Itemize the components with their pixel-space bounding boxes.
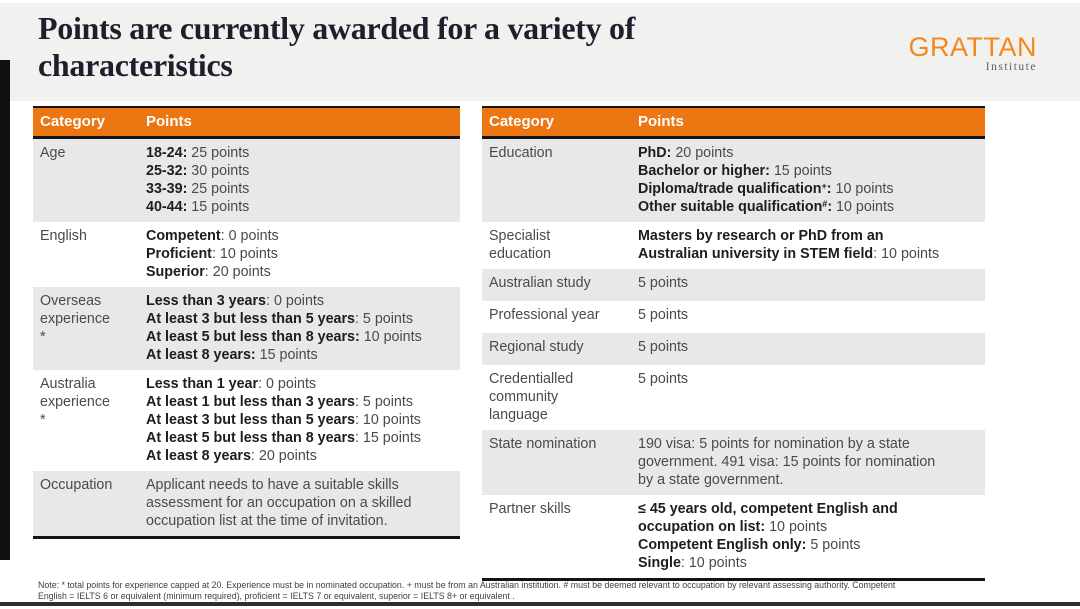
category-cell: Australian study [489,275,591,291]
title-band [0,3,1080,101]
points-table-left: Category Points Age 18-24: 25 points 25-32:… [33,106,460,539]
table-row-australian-study: Australian study 5 points [482,269,985,301]
page-title-line1: Points are currently awarded for a varie… [38,10,636,46]
table-row-credentialled-community-language: Credentialled community language 5 points [482,365,985,430]
points-cell: Masters by research or PhD from an Austra… [638,228,940,262]
table-row-partner-skills: Partner skills ≤ 45 years old, competent … [482,495,985,578]
table-row-australia-experience: Australia experience * Less than 1 year: 0 … [33,370,460,471]
category-cell: Specialist education [489,228,552,262]
points-cell: 18-24: 25 points 25-32: 30 points 33-39: 2… [146,145,250,215]
table-row-specialist-education: Specialist education Masters by research o… [482,222,985,269]
column-header-category: Category [40,113,106,130]
category-cell: Education [489,145,553,161]
category-cell: Occupation [40,477,113,493]
table-header-row: Category Points [33,106,460,139]
logo-wordmark: GRATTAN [908,32,1037,62]
table-row-english: English Competent: 0 points Proficient: 10… [33,222,460,287]
points-table-right: Category Points Education PhD: 20 points Ba… [482,106,985,581]
page-title-line2: characteristics [38,47,233,83]
table-row-education: Education PhD: 20 points Bachelor or highe… [482,139,985,222]
table-row-state-nomination: State nomination 190 visa: 5 points for n… [482,430,985,495]
bottom-edge-line [0,602,1080,606]
category-cell: State nomination [489,436,597,452]
points-cell: 5 points [638,275,689,291]
page-title: Points are currently awarded for a varie… [38,10,635,84]
column-header-points: Points [146,113,192,130]
table-row-regional-study: Regional study 5 points [482,333,985,365]
points-cell: 5 points [638,307,689,323]
category-cell: Partner skills [489,501,571,517]
points-cell: ≤ 45 years old, competent English and occ… [638,501,898,571]
category-cell: English [40,228,87,244]
table-row-professional-year: Professional year 5 points [482,301,985,333]
grattan-logo: GRATTAN Institute [909,33,1038,73]
category-cell: Credentialled community language [489,371,574,423]
footnote-line2: English = IELTS 6 or equivalent (minimum… [38,590,515,601]
table-row-age: Age 18-24: 25 points 25-32: 30 points 33-39… [33,139,460,222]
left-edge-strip [0,60,10,560]
points-cell: PhD: 20 points Bachelor or higher: 15 poi… [638,145,895,215]
category-cell: Age [40,145,66,161]
table-body: Education PhD: 20 points Bachelor or highe… [482,139,985,578]
table-header-row: Category Points [482,106,985,139]
footnote: Note: * total points for experience capp… [38,580,963,601]
points-cell: Less than 3 years: 0 points At least 3 bu… [146,293,422,363]
points-cell: 5 points [638,339,689,355]
category-cell: Australia experience * [40,376,110,428]
points-cell: Less than 1 year: 0 points At least 1 but… [146,376,421,464]
points-cell: Competent: 0 points Proficient: 10 points… [146,228,279,280]
table-row-occupation: Occupation Applicant needs to have a suit… [33,471,460,536]
table-row-overseas-experience: Overseas experience * Less than 3 years: 0 … [33,287,460,370]
footnote-line1: Note: * total points for experience capp… [38,580,896,590]
logo-institute-label: Institute [985,61,1037,73]
category-cell: Regional study [489,339,584,355]
points-cell: 5 points [638,371,689,387]
category-cell: Professional year [489,307,600,323]
points-cell: 190 visa: 5 points for nomination by a s… [638,436,936,488]
table-body: Age 18-24: 25 points 25-32: 30 points 33-39… [33,139,460,536]
points-cell: Applicant needs to have a suitable skill… [146,477,412,529]
column-header-points: Points [638,113,684,130]
category-cell: Overseas experience * [40,293,110,345]
column-header-category: Category [489,113,555,130]
